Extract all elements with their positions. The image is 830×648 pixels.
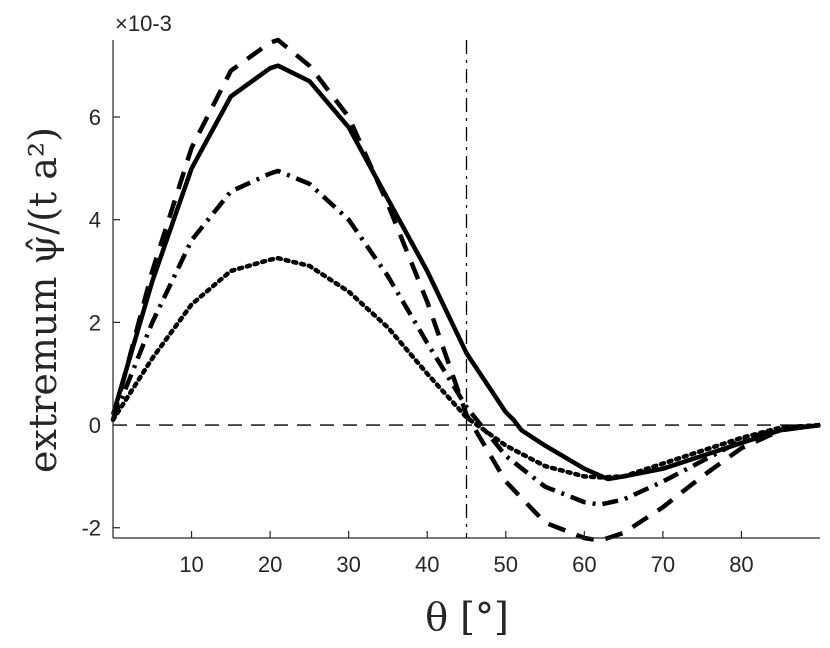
y-tick-label: -2 [81,516,101,541]
y-tick-label: 6 [89,105,101,130]
x-tick-label: 70 [651,552,675,577]
y-tick-label: 2 [89,310,101,335]
y-axis-multiplier: ×10-3 [115,11,172,36]
y-tick-label: 4 [89,208,101,233]
x-tick-label: 80 [729,552,753,577]
x-tick-label: 50 [494,552,518,577]
y-axis-label: extremum ψ̂/(t a²) [21,127,65,473]
x-tick-label: 10 [179,552,203,577]
y-tick-labels: -2 0 2 4 6 [81,105,120,541]
y-tick-label: 0 [89,413,101,438]
series-layer [110,37,823,543]
series-dashdot-line [110,168,821,507]
series-solid-line [110,63,821,482]
x-axis-label: θ [°] [425,595,509,639]
axes [112,40,820,539]
series-dotted-line [110,255,823,480]
x-tick-label: 40 [415,552,439,577]
x-tick-label: 30 [336,552,360,577]
reference-lines [113,40,820,538]
x-tick-labels: 10 20 30 40 50 60 70 80 [179,531,754,577]
x-tick-label: 60 [572,552,596,577]
x-tick-label: 20 [258,552,282,577]
